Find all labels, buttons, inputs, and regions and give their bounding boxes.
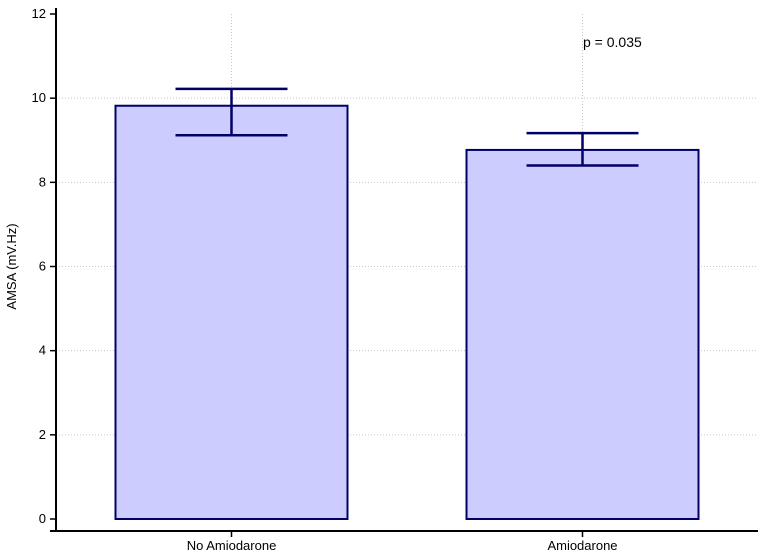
y-tick-label: 6 — [39, 259, 46, 274]
p-value-annotation: p = 0.035 — [583, 34, 642, 50]
bar — [114, 104, 349, 520]
x-tick-label: Amiodarone — [547, 538, 617, 553]
y-tick-label: 10 — [32, 90, 46, 105]
bars — [114, 87, 700, 520]
y-tick-label: 0 — [39, 511, 46, 526]
y-tick-label: 4 — [39, 343, 46, 358]
y-tick-label: 8 — [39, 174, 46, 189]
bar — [465, 148, 700, 520]
y-tick-label: 12 — [32, 6, 46, 21]
axes: 0 2 4 6 8 10 12 No Amiodarone Amiodarone — [32, 6, 758, 553]
x-tick-label: No Amiodarone — [187, 538, 277, 553]
y-tick-label: 2 — [39, 427, 46, 442]
y-axis-title: AMSA (mV.Hz) — [4, 223, 19, 309]
